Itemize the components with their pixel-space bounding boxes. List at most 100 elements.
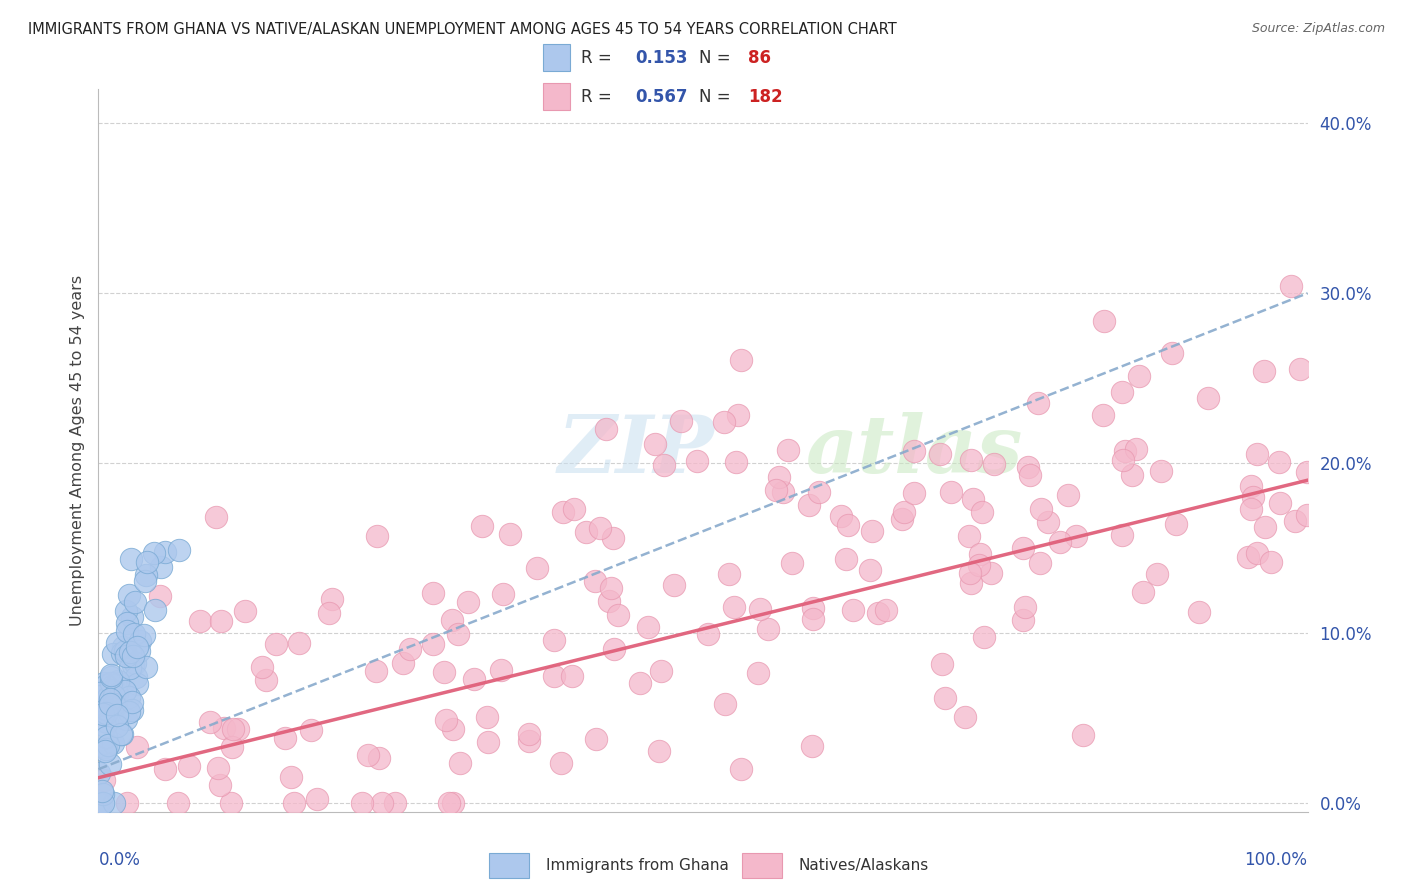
Point xyxy=(440,613,463,627)
Point xyxy=(1049,535,1071,549)
Point xyxy=(221,796,243,810)
Point xyxy=(1029,556,1052,570)
Point xyxy=(367,751,389,765)
Point xyxy=(94,706,117,721)
Point xyxy=(628,676,651,690)
Point xyxy=(1026,396,1049,410)
Point xyxy=(969,547,991,561)
Point xyxy=(226,722,249,736)
Point xyxy=(1197,391,1219,405)
Point xyxy=(142,546,165,560)
Point xyxy=(749,602,772,616)
Point xyxy=(603,642,626,657)
Point xyxy=(1128,369,1150,384)
Point xyxy=(1284,514,1306,528)
Point xyxy=(1289,362,1312,376)
Point xyxy=(1014,599,1036,614)
Point xyxy=(893,505,915,519)
Point xyxy=(644,437,666,451)
Point xyxy=(200,715,222,730)
Point xyxy=(134,567,156,582)
Point xyxy=(1038,515,1060,529)
Point xyxy=(212,721,235,735)
Point xyxy=(105,636,128,650)
Point xyxy=(686,454,709,468)
Point xyxy=(221,739,243,754)
Point xyxy=(727,409,749,423)
Point xyxy=(101,648,124,662)
Point xyxy=(776,443,799,458)
Point xyxy=(104,696,127,710)
Point xyxy=(598,593,620,607)
Point xyxy=(96,742,118,756)
Point xyxy=(1011,541,1033,555)
Point xyxy=(1150,464,1173,478)
Point xyxy=(1254,520,1277,534)
Point xyxy=(972,505,994,519)
Point xyxy=(866,606,889,620)
Point xyxy=(1253,364,1275,378)
Point xyxy=(1111,385,1133,400)
Point xyxy=(697,627,720,641)
Point xyxy=(526,560,548,574)
Point xyxy=(1295,465,1317,479)
Point xyxy=(177,759,200,773)
Point xyxy=(550,756,572,771)
Point xyxy=(134,628,156,642)
Point xyxy=(114,644,136,658)
Point xyxy=(671,414,693,428)
Point xyxy=(114,684,136,698)
Point xyxy=(903,486,925,500)
Point xyxy=(1279,279,1302,293)
Point xyxy=(1071,728,1094,742)
Point xyxy=(135,660,157,674)
Point xyxy=(111,646,134,660)
Point xyxy=(1240,479,1263,493)
Point xyxy=(118,661,141,675)
Point xyxy=(100,757,122,772)
Point xyxy=(543,669,565,683)
Point xyxy=(517,727,540,741)
Point xyxy=(475,709,498,723)
Point xyxy=(768,470,790,484)
Point xyxy=(797,498,820,512)
FancyBboxPatch shape xyxy=(742,853,782,878)
Point xyxy=(91,707,114,722)
Point xyxy=(637,620,659,634)
Point xyxy=(1064,529,1087,543)
Point xyxy=(725,455,748,469)
Point xyxy=(860,524,883,539)
Point xyxy=(437,796,460,810)
Point xyxy=(94,678,117,692)
Point xyxy=(717,567,740,582)
Point xyxy=(299,723,322,738)
Point xyxy=(499,527,522,541)
Point xyxy=(957,528,980,542)
Point xyxy=(93,676,115,690)
Text: 0.0%: 0.0% xyxy=(98,852,141,870)
Point xyxy=(1268,496,1291,510)
Point xyxy=(517,734,540,748)
Point xyxy=(463,672,485,686)
Point xyxy=(111,727,134,741)
Point xyxy=(357,748,380,763)
Point xyxy=(143,602,166,616)
Text: R =: R = xyxy=(581,87,617,105)
Point xyxy=(209,614,232,628)
Point xyxy=(561,669,583,683)
Point xyxy=(87,796,110,810)
Point xyxy=(1161,345,1184,359)
Point xyxy=(1146,566,1168,581)
Point xyxy=(136,555,159,569)
Point xyxy=(222,722,245,736)
Point xyxy=(100,697,122,711)
Point xyxy=(115,616,138,631)
Point xyxy=(103,689,125,703)
Point xyxy=(941,485,963,500)
Point xyxy=(103,736,125,750)
Point xyxy=(607,608,630,623)
Point xyxy=(94,744,117,758)
Point xyxy=(129,634,152,648)
Point xyxy=(321,592,343,607)
Point xyxy=(115,604,138,618)
